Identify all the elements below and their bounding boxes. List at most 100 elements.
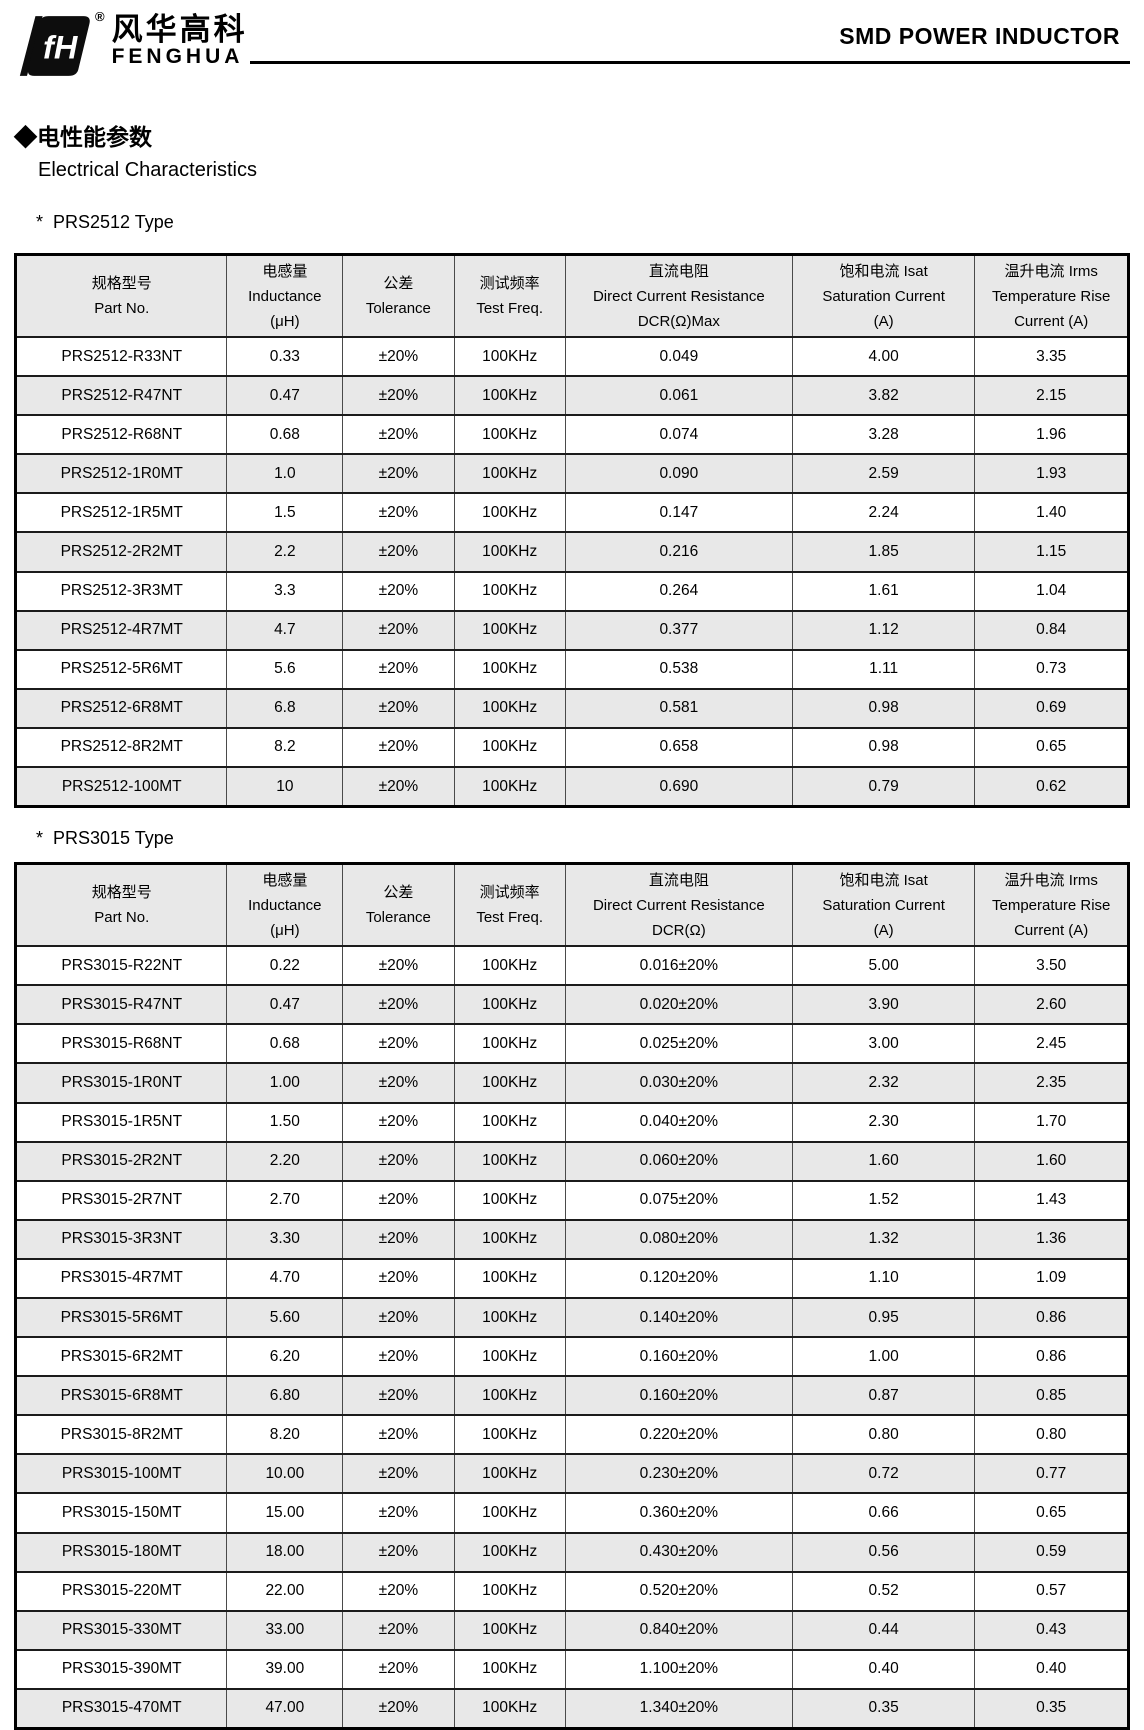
cell-irms: 0.69 — [974, 687, 1129, 729]
cell-part-no: PRS3015-1R5NT — [14, 1101, 228, 1143]
cell-isat: 1.32 — [791, 1218, 976, 1260]
cell-test-freq: 100KHz — [453, 1375, 566, 1417]
cell-inductance: 18.00 — [226, 1531, 344, 1573]
table-row: PRS2512-1R5MT 1.5 ±20% 100KHz 0.147 2.24… — [14, 492, 1129, 534]
table-prs2512-header: 规格型号 Part No. 电感量 Inductance (μH) 公差 Tol… — [14, 253, 1129, 338]
col-label: Saturation Current — [822, 896, 945, 914]
cell-part-no: PRS3015-390MT — [14, 1648, 228, 1690]
cell-tolerance: ±20% — [342, 1101, 455, 1143]
cell-test-freq: 100KHz — [453, 1296, 566, 1339]
cell-inductance: 0.47 — [226, 375, 344, 417]
col-label: DCR(Ω)Max — [637, 312, 720, 330]
cell-test-freq: 100KHz — [453, 1492, 566, 1534]
cell-dcr: 0.016±20% — [564, 945, 793, 987]
cell-part-no: PRS3015-1R0NT — [14, 1062, 228, 1104]
table-row: PRS3015-4R7MT 4.70 ±20% 100KHz 0.120±20%… — [14, 1257, 1129, 1299]
table-row: PRS3015-330MT 33.00 ±20% 100KHz 0.840±20… — [14, 1609, 1129, 1651]
cell-dcr: 0.030±20% — [564, 1062, 793, 1104]
cell-irms: 3.50 — [974, 945, 1129, 987]
cell-dcr: 0.090 — [564, 453, 793, 495]
cell-tolerance: ±20% — [342, 1414, 455, 1456]
cell-tolerance: ±20% — [342, 1609, 455, 1651]
table-prs3015-header: 规格型号 Part No. 电感量 Inductance (μH) 公差 Tol… — [14, 862, 1129, 948]
cell-dcr: 0.581 — [564, 687, 793, 729]
cell-dcr: 0.025±20% — [564, 1023, 793, 1065]
table-row: PRS2512-4R7MT 4.7 ±20% 100KHz 0.377 1.12… — [14, 609, 1129, 651]
cell-dcr: 0.538 — [564, 648, 793, 690]
col-label: (μH) — [270, 312, 300, 330]
table-row: PRS3015-R22NT 0.22 ±20% 100KHz 0.016±20%… — [14, 945, 1129, 987]
cell-part-no: PRS2512-2R2MT — [14, 531, 228, 573]
cell-isat: 1.85 — [791, 531, 976, 573]
svg-text:fH: fH — [43, 29, 79, 65]
col-header-part-no: 规格型号 Part No. — [14, 862, 228, 948]
table-row: PRS2512-R33NT 0.33 ±20% 100KHz 0.049 4.0… — [14, 335, 1129, 378]
cell-tolerance: ±20% — [342, 1296, 455, 1339]
table-row: PRS3015-2R2NT 2.20 ±20% 100KHz 0.060±20%… — [14, 1140, 1129, 1182]
brand-name-english: FENGHUA — [111, 45, 244, 68]
table-row: PRS3015-6R2MT 6.20 ±20% 100KHz 0.160±20%… — [14, 1336, 1129, 1378]
cell-irms: 0.43 — [974, 1609, 1129, 1651]
cell-inductance: 10 — [226, 766, 344, 808]
cell-isat: 0.80 — [791, 1414, 976, 1456]
col-header-irms: 温升电流 Irms Temperature Rise Current (A) — [974, 253, 1129, 338]
cell-tolerance: ±20% — [342, 1648, 455, 1690]
cell-inductance: 0.68 — [226, 1023, 344, 1065]
cell-test-freq: 100KHz — [453, 1336, 566, 1378]
table-row: PRS3015-8R2MT 8.20 ±20% 100KHz 0.220±20%… — [14, 1414, 1129, 1456]
cell-part-no: PRS3015-5R6MT — [14, 1296, 228, 1339]
cell-dcr: 0.230±20% — [564, 1453, 793, 1495]
cell-inductance: 39.00 — [226, 1648, 344, 1690]
brand-name-chinese: 风华高科 — [111, 12, 248, 47]
cell-isat: 5.00 — [791, 945, 976, 987]
col-header-isat: 饱和电流 Isat Saturation Current (A) — [791, 253, 976, 338]
cell-isat: 1.60 — [791, 1140, 976, 1182]
cell-tolerance: ±20% — [342, 1531, 455, 1573]
cell-isat: 1.52 — [791, 1179, 976, 1221]
cell-isat: 0.98 — [791, 687, 976, 729]
col-label: Current (A) — [1014, 312, 1089, 330]
cell-isat: 3.82 — [791, 375, 976, 417]
cell-tolerance: ±20% — [342, 687, 455, 729]
cell-test-freq: 100KHz — [453, 1609, 566, 1651]
table-row: PRS3015-3R3NT 3.30 ±20% 100KHz 0.080±20%… — [14, 1218, 1129, 1260]
cell-tolerance: ±20% — [342, 766, 455, 808]
cell-test-freq: 100KHz — [453, 1062, 566, 1104]
cell-part-no: PRS3015-6R8MT — [14, 1375, 228, 1417]
cell-test-freq: 100KHz — [453, 1687, 566, 1730]
cell-inductance: 10.00 — [226, 1453, 344, 1495]
document-title: SMD POWER INDUCTOR — [839, 23, 1120, 49]
cell-part-no: PRS2512-8R2MT — [14, 726, 228, 769]
cell-tolerance: ±20% — [342, 1570, 455, 1612]
col-label: Part No. — [94, 300, 150, 317]
cell-dcr: 0.074 — [564, 414, 793, 456]
col-label: 规格型号 — [91, 884, 152, 902]
table-row: PRS2512-2R2MT 2.2 ±20% 100KHz 0.216 1.85… — [14, 531, 1129, 573]
cell-isat: 0.40 — [791, 1648, 976, 1690]
cell-test-freq: 100KHz — [453, 531, 566, 573]
col-label: Current (A) — [1014, 921, 1089, 939]
cell-isat: 1.61 — [791, 570, 976, 612]
cell-part-no: PRS3015-3R3NT — [14, 1218, 228, 1260]
col-label: Temperature Rise — [992, 287, 1111, 305]
brand-text: 风华高科 FENGHUA — [112, 14, 248, 69]
cell-isat: 0.87 — [791, 1375, 976, 1417]
cell-isat: 0.72 — [791, 1453, 976, 1495]
col-header-inductance: 电感量 Inductance (μH) — [226, 862, 344, 948]
cell-test-freq: 100KHz — [453, 609, 566, 651]
cell-inductance: 2.20 — [226, 1140, 344, 1182]
col-label: 测试频率 — [479, 884, 540, 902]
cell-test-freq: 100KHz — [453, 1101, 566, 1143]
header-row: 规格型号 Part No. 电感量 Inductance (μH) 公差 Tol… — [14, 253, 1129, 338]
cell-isat: 2.30 — [791, 1101, 976, 1143]
cell-test-freq: 100KHz — [453, 1648, 566, 1690]
cell-dcr: 0.264 — [564, 570, 793, 612]
cell-irms: 0.85 — [974, 1375, 1129, 1417]
cell-dcr: 0.049 — [564, 335, 793, 378]
cell-tolerance: ±20% — [342, 1336, 455, 1378]
cell-irms: 0.65 — [974, 726, 1129, 769]
cell-irms: 0.73 — [974, 648, 1129, 690]
cell-part-no: PRS3015-R47NT — [14, 984, 228, 1026]
cell-dcr: 1.340±20% — [564, 1687, 793, 1730]
cell-part-no: PRS2512-R68NT — [14, 414, 228, 456]
